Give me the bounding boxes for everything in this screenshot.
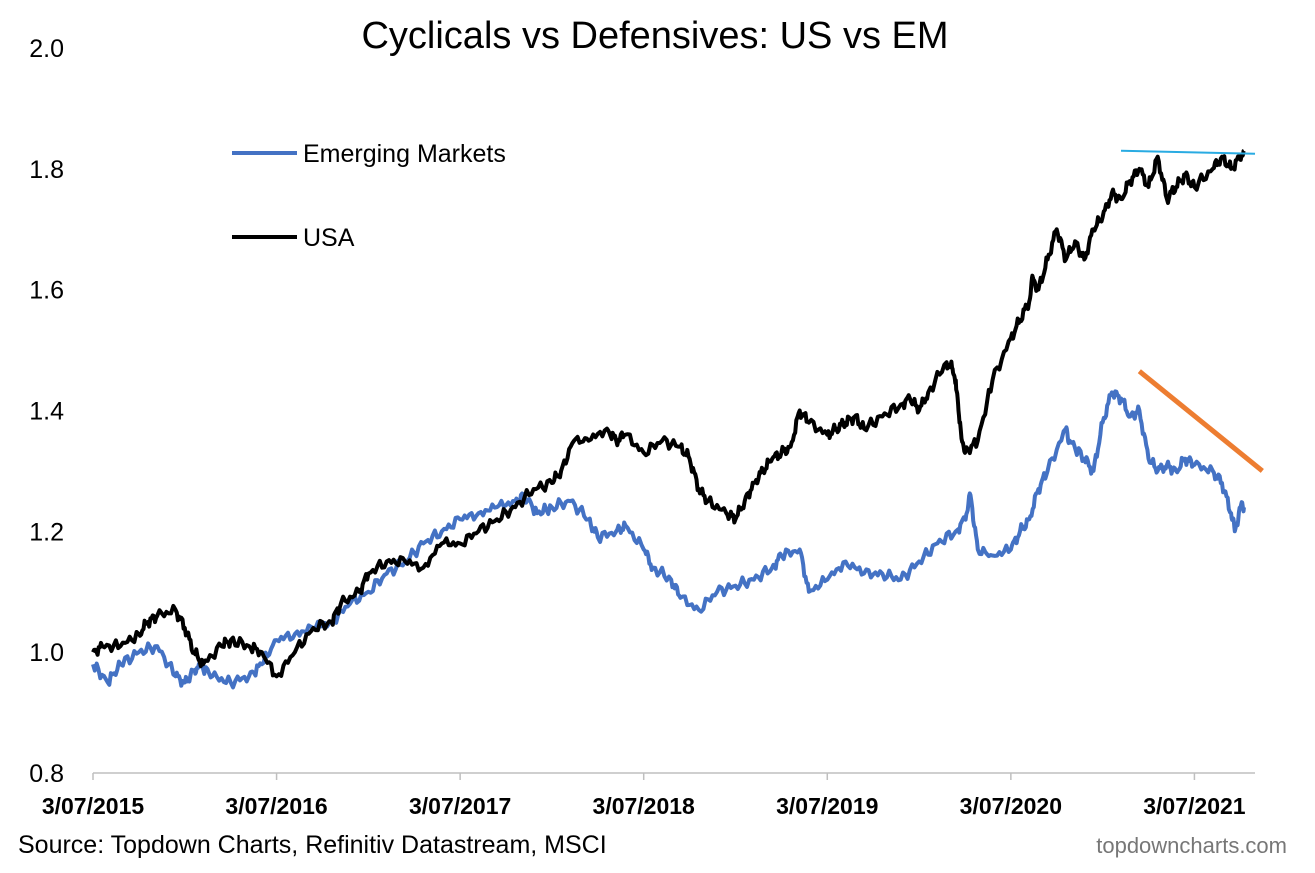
y-axis: 0.8 1.0 1.2 1.4 1.6 1.8 2.0 (29, 35, 64, 788)
legend-label-usa: USA (303, 224, 355, 252)
legend: Emerging Markets USA (232, 140, 506, 252)
y-tick-label-1-8: 1.8 (29, 156, 64, 184)
x-tick-label-0: 3/07/2015 (42, 793, 145, 819)
x-tick-label-6: 3/07/2021 (1143, 793, 1246, 819)
x-tick-label-2: 3/07/2017 (409, 793, 511, 819)
annotation-layer (1120, 149, 1264, 473)
x-axis: 3/07/2015 3/07/2016 3/07/2017 3/07/2018 3/07… (42, 772, 1255, 819)
chart-title: Cyclicals vs Defensives: US vs EM (361, 15, 948, 57)
y-tick-label-1-2: 1.2 (29, 518, 64, 546)
series-layer (91, 148, 1246, 690)
em-downtrend-line (1137, 369, 1264, 473)
series-line-usa (91, 148, 1246, 679)
y-tick-label-1-0: 1.0 (29, 639, 64, 667)
y-tick-label-0-8: 0.8 (29, 760, 64, 788)
series-line-emerging-markets (91, 389, 1246, 690)
y-tick-label-1-6: 1.6 (29, 277, 64, 305)
x-tick-label-1: 3/07/2016 (225, 793, 327, 819)
y-tick-label-1-4: 1.4 (29, 398, 64, 426)
x-tick-label-5: 3/07/2020 (960, 793, 1062, 819)
source-text: Source: Topdown Charts, Refinitiv Datast… (18, 831, 607, 859)
x-tick-label-4: 3/07/2019 (776, 793, 878, 819)
y-tick-label-2-0: 2.0 (29, 35, 64, 63)
us-resistance-line (1120, 149, 1256, 155)
brand-text: topdowncharts.com (1096, 833, 1287, 858)
x-tick-label-3: 3/07/2018 (593, 793, 696, 819)
legend-label-emerging-markets: Emerging Markets (303, 140, 506, 168)
